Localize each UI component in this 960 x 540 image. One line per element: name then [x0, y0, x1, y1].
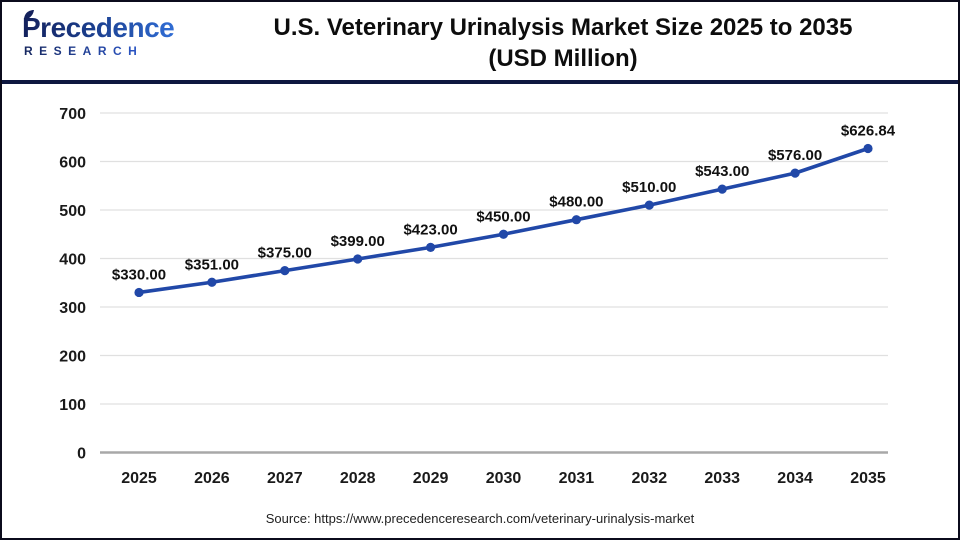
data-point-label: $576.00 [768, 147, 822, 164]
brand-name: Precedence [22, 14, 232, 42]
y-tick-label: 0 [77, 446, 86, 463]
x-tick-label: 2031 [559, 470, 595, 487]
x-tick-label: 2029 [413, 470, 449, 487]
data-point-label: $510.00 [622, 179, 676, 196]
x-tick-label: 2033 [704, 470, 740, 487]
x-tick-label: 2027 [267, 470, 303, 487]
data-point-label: $423.00 [403, 221, 457, 238]
chart-title: U.S. Veterinary Urinalysis Market Size 2… [182, 12, 944, 74]
y-tick-label: 400 [59, 252, 86, 269]
data-point [353, 254, 363, 264]
data-point-label: $480.00 [549, 194, 603, 211]
y-tick-label: 500 [59, 203, 86, 220]
data-point [644, 200, 654, 210]
y-tick-label: 600 [59, 155, 86, 172]
data-point-label: $450.00 [476, 208, 530, 225]
brand-logo: Precedence RESEARCH [22, 10, 232, 58]
data-point [498, 229, 509, 239]
x-tick-label: 2035 [850, 470, 886, 487]
data-point [863, 143, 873, 154]
data-point-label: $351.00 [185, 256, 239, 273]
brand-subtitle: RESEARCH [22, 44, 232, 58]
x-tick-label: 2030 [486, 470, 522, 487]
x-tick-label: 2026 [194, 470, 230, 487]
x-tick-label: 2025 [121, 470, 157, 487]
data-point [717, 184, 727, 194]
y-tick-label: 700 [59, 106, 86, 123]
data-point-label: $375.00 [258, 245, 312, 262]
data-point [426, 242, 436, 252]
x-tick-label: 2028 [340, 470, 376, 487]
x-tick-label: 2032 [632, 470, 668, 487]
data-point-label: $543.00 [695, 163, 749, 180]
data-point [790, 168, 800, 178]
header: Precedence RESEARCH U.S. Veterinary Urin… [2, 2, 958, 80]
chart-title-line1: U.S. Veterinary Urinalysis Market Size 2… [273, 14, 853, 41]
data-point-label: $399.00 [331, 233, 385, 250]
data-point [134, 287, 144, 298]
data-point-label: $330.00 [112, 266, 166, 283]
data-point [207, 277, 217, 287]
line-chart: 0 100 200 300 400 500 600 700 2025 2026 2027 2028 20… [59, 106, 896, 487]
y-tick-label: 300 [59, 300, 86, 317]
y-tick-label: 100 [59, 397, 86, 414]
leaf-icon [24, 10, 34, 20]
data-point [571, 215, 582, 225]
x-tick-label: 2034 [777, 470, 813, 487]
data-point-label: $626.84 [841, 122, 896, 139]
chart-title-line2: (USD Million) [488, 45, 638, 72]
data-point [280, 266, 290, 276]
header-divider [2, 80, 958, 84]
y-tick-label: 200 [59, 349, 86, 366]
source-text: Source: https://www.precedenceresearch.c… [265, 511, 695, 526]
